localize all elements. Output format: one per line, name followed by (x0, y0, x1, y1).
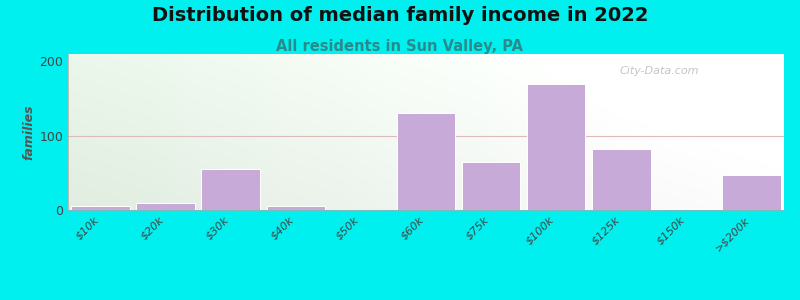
Bar (592, 149, 650, 210)
Bar (266, 206, 325, 210)
Bar (202, 169, 260, 210)
Text: City-Data.com: City-Data.com (619, 67, 699, 76)
Bar (722, 175, 781, 210)
Text: All residents in Sun Valley, PA: All residents in Sun Valley, PA (277, 39, 523, 54)
Bar (527, 84, 586, 210)
Bar (71, 206, 130, 210)
Bar (397, 113, 455, 210)
Text: Distribution of median family income in 2022: Distribution of median family income in … (152, 6, 648, 25)
Bar (462, 162, 520, 210)
Bar (136, 202, 195, 210)
Y-axis label: families: families (22, 104, 35, 160)
